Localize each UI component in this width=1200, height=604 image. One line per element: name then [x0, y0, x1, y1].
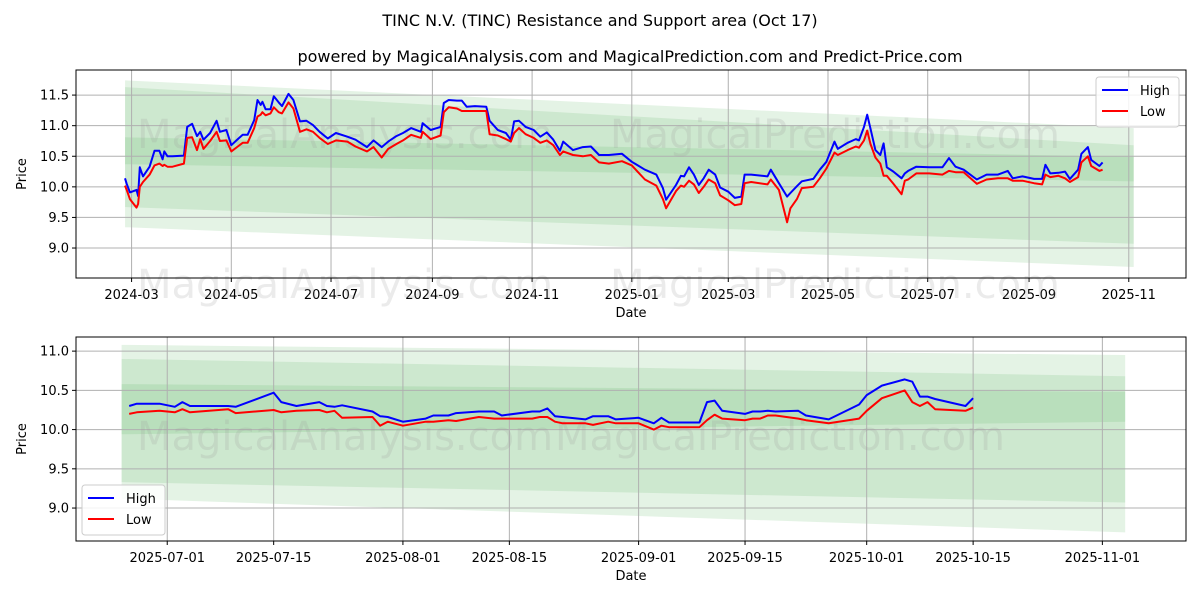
x-tick-label: 2024-11: [505, 288, 559, 303]
x-tick-label: 2025-08-01: [365, 551, 441, 566]
x-tick-label: 2025-10-01: [829, 551, 905, 566]
watermark-text: MagicalPrediction.com: [610, 262, 1060, 308]
watermark-text: MagicalPrediction.com: [610, 112, 1060, 158]
support-resistance-band: [121, 384, 1126, 435]
legend-low-label: Low: [1140, 105, 1166, 120]
legend: High Low: [81, 484, 166, 536]
chart-subtitle: powered by MagicalAnalysis.com and Magic…: [297, 47, 962, 66]
support-resistance-band: [125, 80, 1134, 267]
support-resistance-band: [121, 358, 1126, 503]
x-tick-label: 2024-05: [204, 288, 258, 303]
x-tick-label: 2024-03: [104, 288, 158, 303]
x-tick-label: 2025-11-01: [1065, 551, 1141, 566]
support-resistance-band: [121, 344, 1126, 533]
bottom-chart: 9.0 9.5 10.0 10.5 11.0 2025-07-01 2025-07-15 20…: [15, 336, 1187, 584]
plot-frame: [75, 336, 1187, 542]
chart-title: TINC N.V. (TINC) Resistance and Support …: [381, 11, 817, 30]
y-tick-label: 9.5: [48, 211, 69, 226]
y-tick-label: 11.0: [40, 345, 69, 360]
low-series-line: [128, 389, 974, 431]
y-axis-label: Price: [15, 158, 30, 190]
y-axis-label: Price: [15, 423, 30, 455]
x-tick-label: 2025-09: [1002, 288, 1056, 303]
watermark-text: MagicalAnalysis.com: [137, 262, 553, 308]
legend: High Low: [1095, 76, 1180, 128]
x-tick-label: 2024-07: [304, 288, 358, 303]
x-tick-label: 2025-09-15: [707, 551, 783, 566]
x-tick-label: 2025-07-15: [236, 551, 312, 566]
low-series-line: [124, 101, 1103, 224]
plot-frame: [75, 69, 1187, 279]
y-tick-label: 9.0: [48, 502, 69, 517]
y-tick-label: 9.5: [48, 462, 69, 477]
x-tick-label: 2025-10-15: [935, 551, 1011, 566]
x-tick-label: 2025-07: [901, 288, 955, 303]
high-series-line: [128, 378, 974, 425]
x-tick-label: 2025-05: [801, 288, 855, 303]
x-tick-label: 2025-09-01: [601, 551, 677, 566]
y-tick-label: 11.0: [40, 119, 69, 134]
y-tick-label: 10.0: [40, 423, 69, 438]
y-tick-label: 11.5: [40, 89, 69, 104]
x-tick-label: 2025-03: [701, 288, 755, 303]
legend-high-label: High: [1140, 84, 1170, 99]
x-tick-label: 2025-08-15: [472, 551, 548, 566]
legend-low-label: Low: [126, 513, 152, 528]
legend-high-label: High: [126, 492, 156, 507]
x-axis-label: Date: [615, 569, 646, 584]
x-tick-label: 2025-07-01: [129, 551, 205, 566]
high-series-line: [124, 92, 1104, 201]
x-tick-label: 2025-01: [605, 288, 659, 303]
x-tick-label: 2025-11: [1102, 288, 1156, 303]
watermark-text: MagicalPrediction.com: [555, 414, 1005, 460]
y-tick-label: 10.5: [40, 150, 69, 165]
x-axis-label: Date: [615, 306, 646, 321]
y-tick-label: 10.5: [40, 384, 69, 399]
top-chart: 9.0 9.5 10.0 10.5 11.0 11.5 2024-03 2024-05 2024…: [15, 69, 1187, 321]
x-tick-label: 2024-09: [405, 288, 459, 303]
y-tick-label: 10.0: [40, 180, 69, 195]
y-tick-label: 9.0: [48, 242, 69, 257]
watermark-text: MagicalAnalysis.com: [137, 414, 553, 460]
